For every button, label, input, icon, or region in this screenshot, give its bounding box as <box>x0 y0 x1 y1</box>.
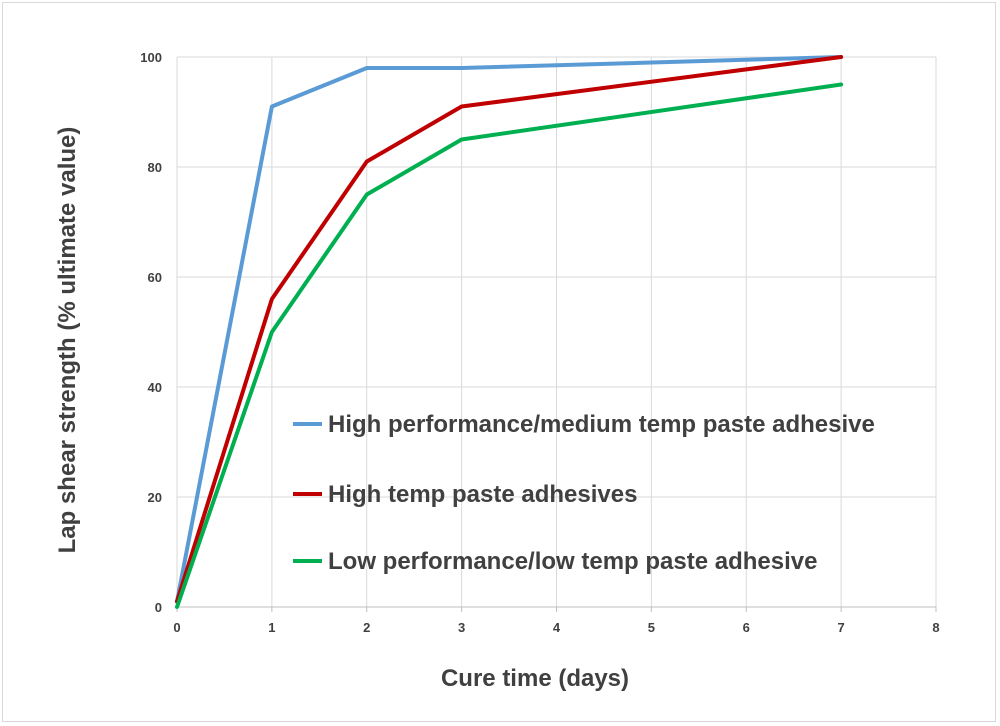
series-line-3 <box>175 82 844 609</box>
grid <box>176 56 937 608</box>
legend-label-3: Low performance/low temp paste adhesive <box>328 548 817 575</box>
legend-label-2: High temp paste adhesives <box>328 481 637 508</box>
legend-label-1: High performance/medium temp paste adhes… <box>328 411 875 438</box>
y-tick-label: 100 <box>140 50 162 65</box>
y-axis-title: Lap shear strength (% ultimate value) <box>54 127 81 554</box>
series-lines <box>175 55 844 609</box>
y-tick-label: 60 <box>148 270 162 285</box>
series-line-1 <box>175 55 844 604</box>
legend: High performance/medium temp paste adhes… <box>293 411 875 575</box>
x-tick-label: 4 <box>553 620 561 635</box>
x-tick-label: 5 <box>648 620 655 635</box>
y-tick-label: 40 <box>148 380 162 395</box>
y-tick-label: 0 <box>155 600 162 615</box>
y-tick-label: 80 <box>148 160 162 175</box>
x-tick-label: 2 <box>363 620 370 635</box>
x-axis-title: Cure time (days) <box>441 665 629 692</box>
x-tick-label: 3 <box>458 620 465 635</box>
x-tick-label: 7 <box>838 620 845 635</box>
x-tick-label: 1 <box>268 620 275 635</box>
x-tick-label: 8 <box>932 620 939 635</box>
y-tick-label: 20 <box>148 490 162 505</box>
x-tick-label: 6 <box>743 620 750 635</box>
series-line-2 <box>175 55 844 604</box>
x-tick-label: 0 <box>173 620 180 635</box>
